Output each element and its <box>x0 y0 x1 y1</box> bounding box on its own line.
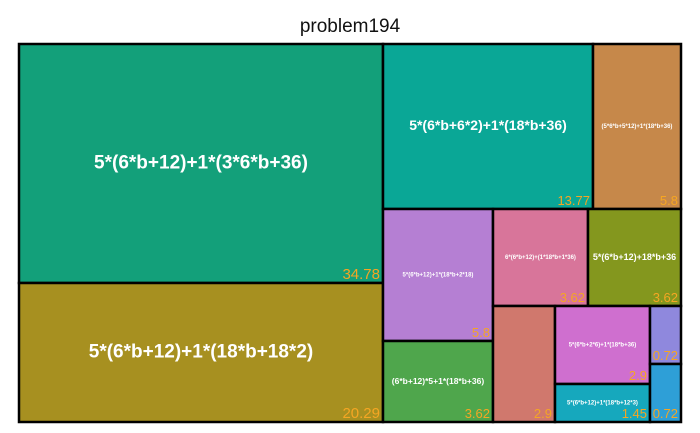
tile-value: 3.62 <box>560 290 585 305</box>
tile-label: 5*(6*b+12)+18*b+36 <box>593 252 676 262</box>
treemap-tile <box>586 207 683 308</box>
tile-label: 6*(6*b+12)+(1*18*b+1*36) <box>505 255 576 261</box>
tile-label: (6*b+12)*5+1*(18*b+36) <box>392 376 485 386</box>
tile-label: 5*(6*b+12)+1*(3*6*b+36) <box>94 153 308 174</box>
treemap-tile <box>553 304 652 386</box>
tile-label: 5*(6*b+2*6)+1*(18*b+36) <box>569 343 637 349</box>
tile-label: 5*(6*b+12)+1*(18*b+2*18) <box>403 273 474 279</box>
treemap-tile <box>553 382 652 424</box>
tile-value: 3.62 <box>465 406 490 421</box>
tile-label: (5*6*b+5*12)+1*(18*b+36) <box>602 124 673 130</box>
chart-title: problem194 <box>299 16 401 37</box>
treemap-tile <box>591 42 683 211</box>
tile-value: 5.8 <box>472 325 490 340</box>
treemap-tile <box>381 339 495 424</box>
tile-label: 5*(6*b+12)+1*(18*b+18*2) <box>89 342 313 363</box>
tile-value: 20.29 <box>342 405 380 422</box>
tile-value: 34.78 <box>342 266 380 283</box>
tile-value: 13.77 <box>557 193 590 208</box>
tile-value: 2.9 <box>534 406 552 421</box>
treemap-tile <box>381 207 495 343</box>
tile-value: 2.9 <box>629 368 647 383</box>
treemap-tile <box>491 304 557 424</box>
treemap-tile <box>17 281 385 424</box>
tile-label: 5*(6*b+12)+1*(18*b+12*3) <box>567 401 638 407</box>
tile-value: 0.72 <box>653 406 678 421</box>
tile-label: 5*(6*b+6*2)+1*(18*b+36) <box>409 117 567 133</box>
tile-value: 1.45 <box>622 406 647 421</box>
tile-value: 0.72 <box>653 348 678 363</box>
treemap-tile <box>491 207 590 308</box>
tile-value: 3.62 <box>653 290 678 305</box>
tile-value: 5.8 <box>660 193 678 208</box>
treemap-tile <box>648 362 683 424</box>
